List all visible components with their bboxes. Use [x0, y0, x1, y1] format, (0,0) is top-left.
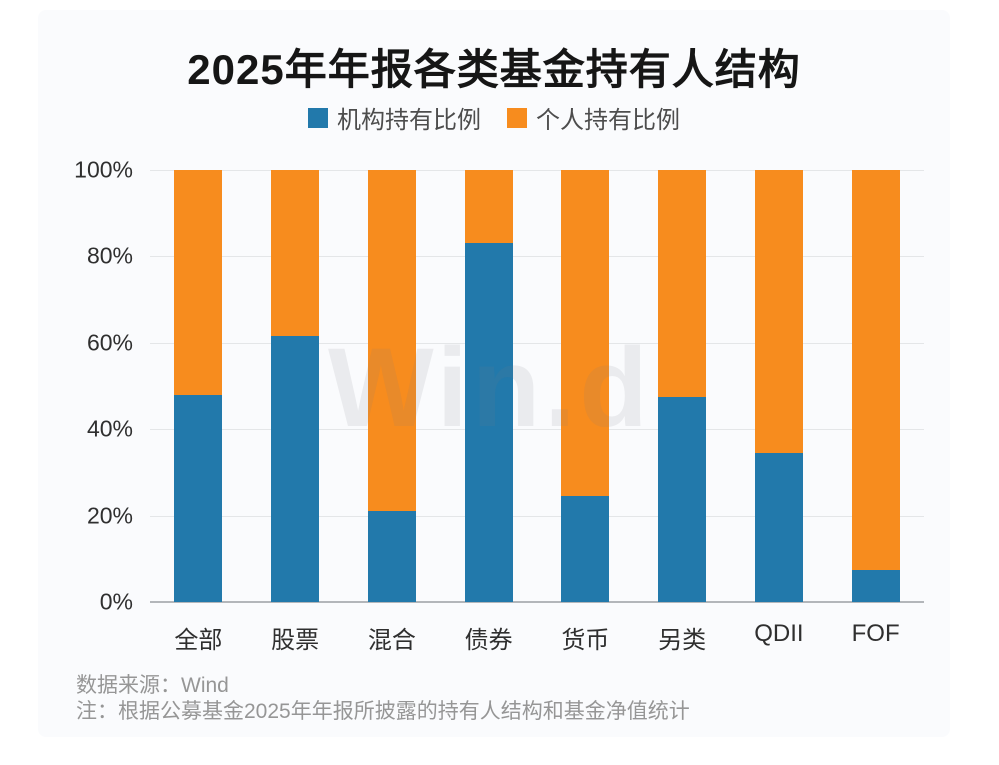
bar-individual-segment	[174, 170, 223, 395]
stacked-bar-货币	[561, 170, 610, 602]
stacked-bar-另类	[658, 170, 707, 602]
data-source-text: 数据来源：Wind	[76, 674, 229, 697]
chart-card: 2025年年报各类基金持有人结构 机构持有比例 个人持有比例 0% 20% 40% 6…	[38, 10, 950, 737]
bar-slot	[440, 170, 537, 602]
gridline	[150, 342, 924, 344]
legend-swatch-orange-icon	[507, 107, 527, 128]
stacked-bar-混合	[367, 170, 416, 602]
bar-institutional-segment	[851, 569, 900, 602]
bar-individual-segment	[851, 170, 900, 570]
legend-item-institutional: 机构持有比例	[308, 100, 481, 135]
y-tick-label: 40%	[86, 415, 133, 442]
bar-institutional-segment	[561, 496, 610, 602]
category-label: 混合	[367, 627, 416, 654]
bar-slot	[731, 170, 828, 602]
bar-institutional-segment	[271, 336, 320, 602]
gridline	[150, 515, 924, 517]
x-axis-line	[150, 601, 924, 603]
y-tick-label: 60%	[86, 329, 133, 356]
stacked-bar-股票	[271, 170, 320, 602]
gridline	[150, 256, 924, 258]
bar-slot	[537, 170, 634, 602]
bar-institutional-segment	[367, 511, 416, 602]
bar-slot	[827, 170, 924, 602]
stacked-bar-FOF	[851, 170, 900, 602]
footnote-text: 注：根据公募基金2025年年报所披露的持有人结构和基金净值统计	[76, 700, 690, 723]
chart-legend: 机构持有比例 个人持有比例	[38, 100, 950, 135]
gridline	[150, 429, 924, 431]
legend-swatch-blue-icon	[308, 107, 328, 128]
bar-institutional-segment	[464, 243, 513, 602]
bar-institutional-segment	[754, 452, 803, 602]
legend-label-individual: 个人持有比例	[536, 107, 680, 134]
bar-individual-segment	[561, 170, 610, 497]
y-tick-label: 100%	[74, 156, 133, 183]
bar-individual-segment	[464, 170, 513, 244]
category-label: 另类	[658, 627, 707, 654]
category-label: 股票	[271, 627, 320, 654]
category-label: 全部	[174, 627, 223, 654]
category-label: FOF	[851, 620, 900, 647]
gridline	[150, 170, 924, 171]
footer: 数据来源：Wind 注：根据公募基金2025年年报所披露的持有人结构和基金净值统…	[76, 673, 936, 725]
bar-slot	[150, 170, 247, 602]
chart-title: 2025年年报各类基金持有人结构	[187, 46, 801, 93]
category-label: 货币	[561, 627, 610, 654]
bar-institutional-segment	[658, 396, 707, 602]
legend-item-individual: 个人持有比例	[507, 100, 680, 135]
y-tick-label: 20%	[86, 502, 133, 529]
x-axis-category-labels: 全部 股票 混合 债券 货币 另类 QDII FOF	[150, 620, 924, 655]
bar-slot	[344, 170, 441, 602]
stacked-bar-全部	[174, 170, 223, 602]
category-label: QDII	[754, 620, 804, 647]
bar-individual-segment	[658, 170, 707, 397]
stacked-bar-QDII	[754, 170, 803, 602]
bar-slot	[247, 170, 344, 602]
bar-slot	[634, 170, 731, 602]
plot-area	[150, 170, 924, 603]
category-label: 债券	[464, 627, 513, 654]
y-tick-label: 0%	[99, 588, 133, 615]
legend-label-institutional: 机构持有比例	[337, 107, 481, 134]
bar-individual-segment	[271, 170, 320, 337]
bar-individual-segment	[754, 170, 803, 453]
bar-institutional-segment	[174, 394, 223, 602]
stacked-bar-债券	[464, 170, 513, 602]
bar-individual-segment	[367, 170, 416, 512]
y-axis-tick-labels: 0% 20% 40% 60% 80% 100%	[46, 157, 133, 615]
y-tick-label: 80%	[86, 242, 133, 269]
bars-container	[150, 170, 924, 602]
